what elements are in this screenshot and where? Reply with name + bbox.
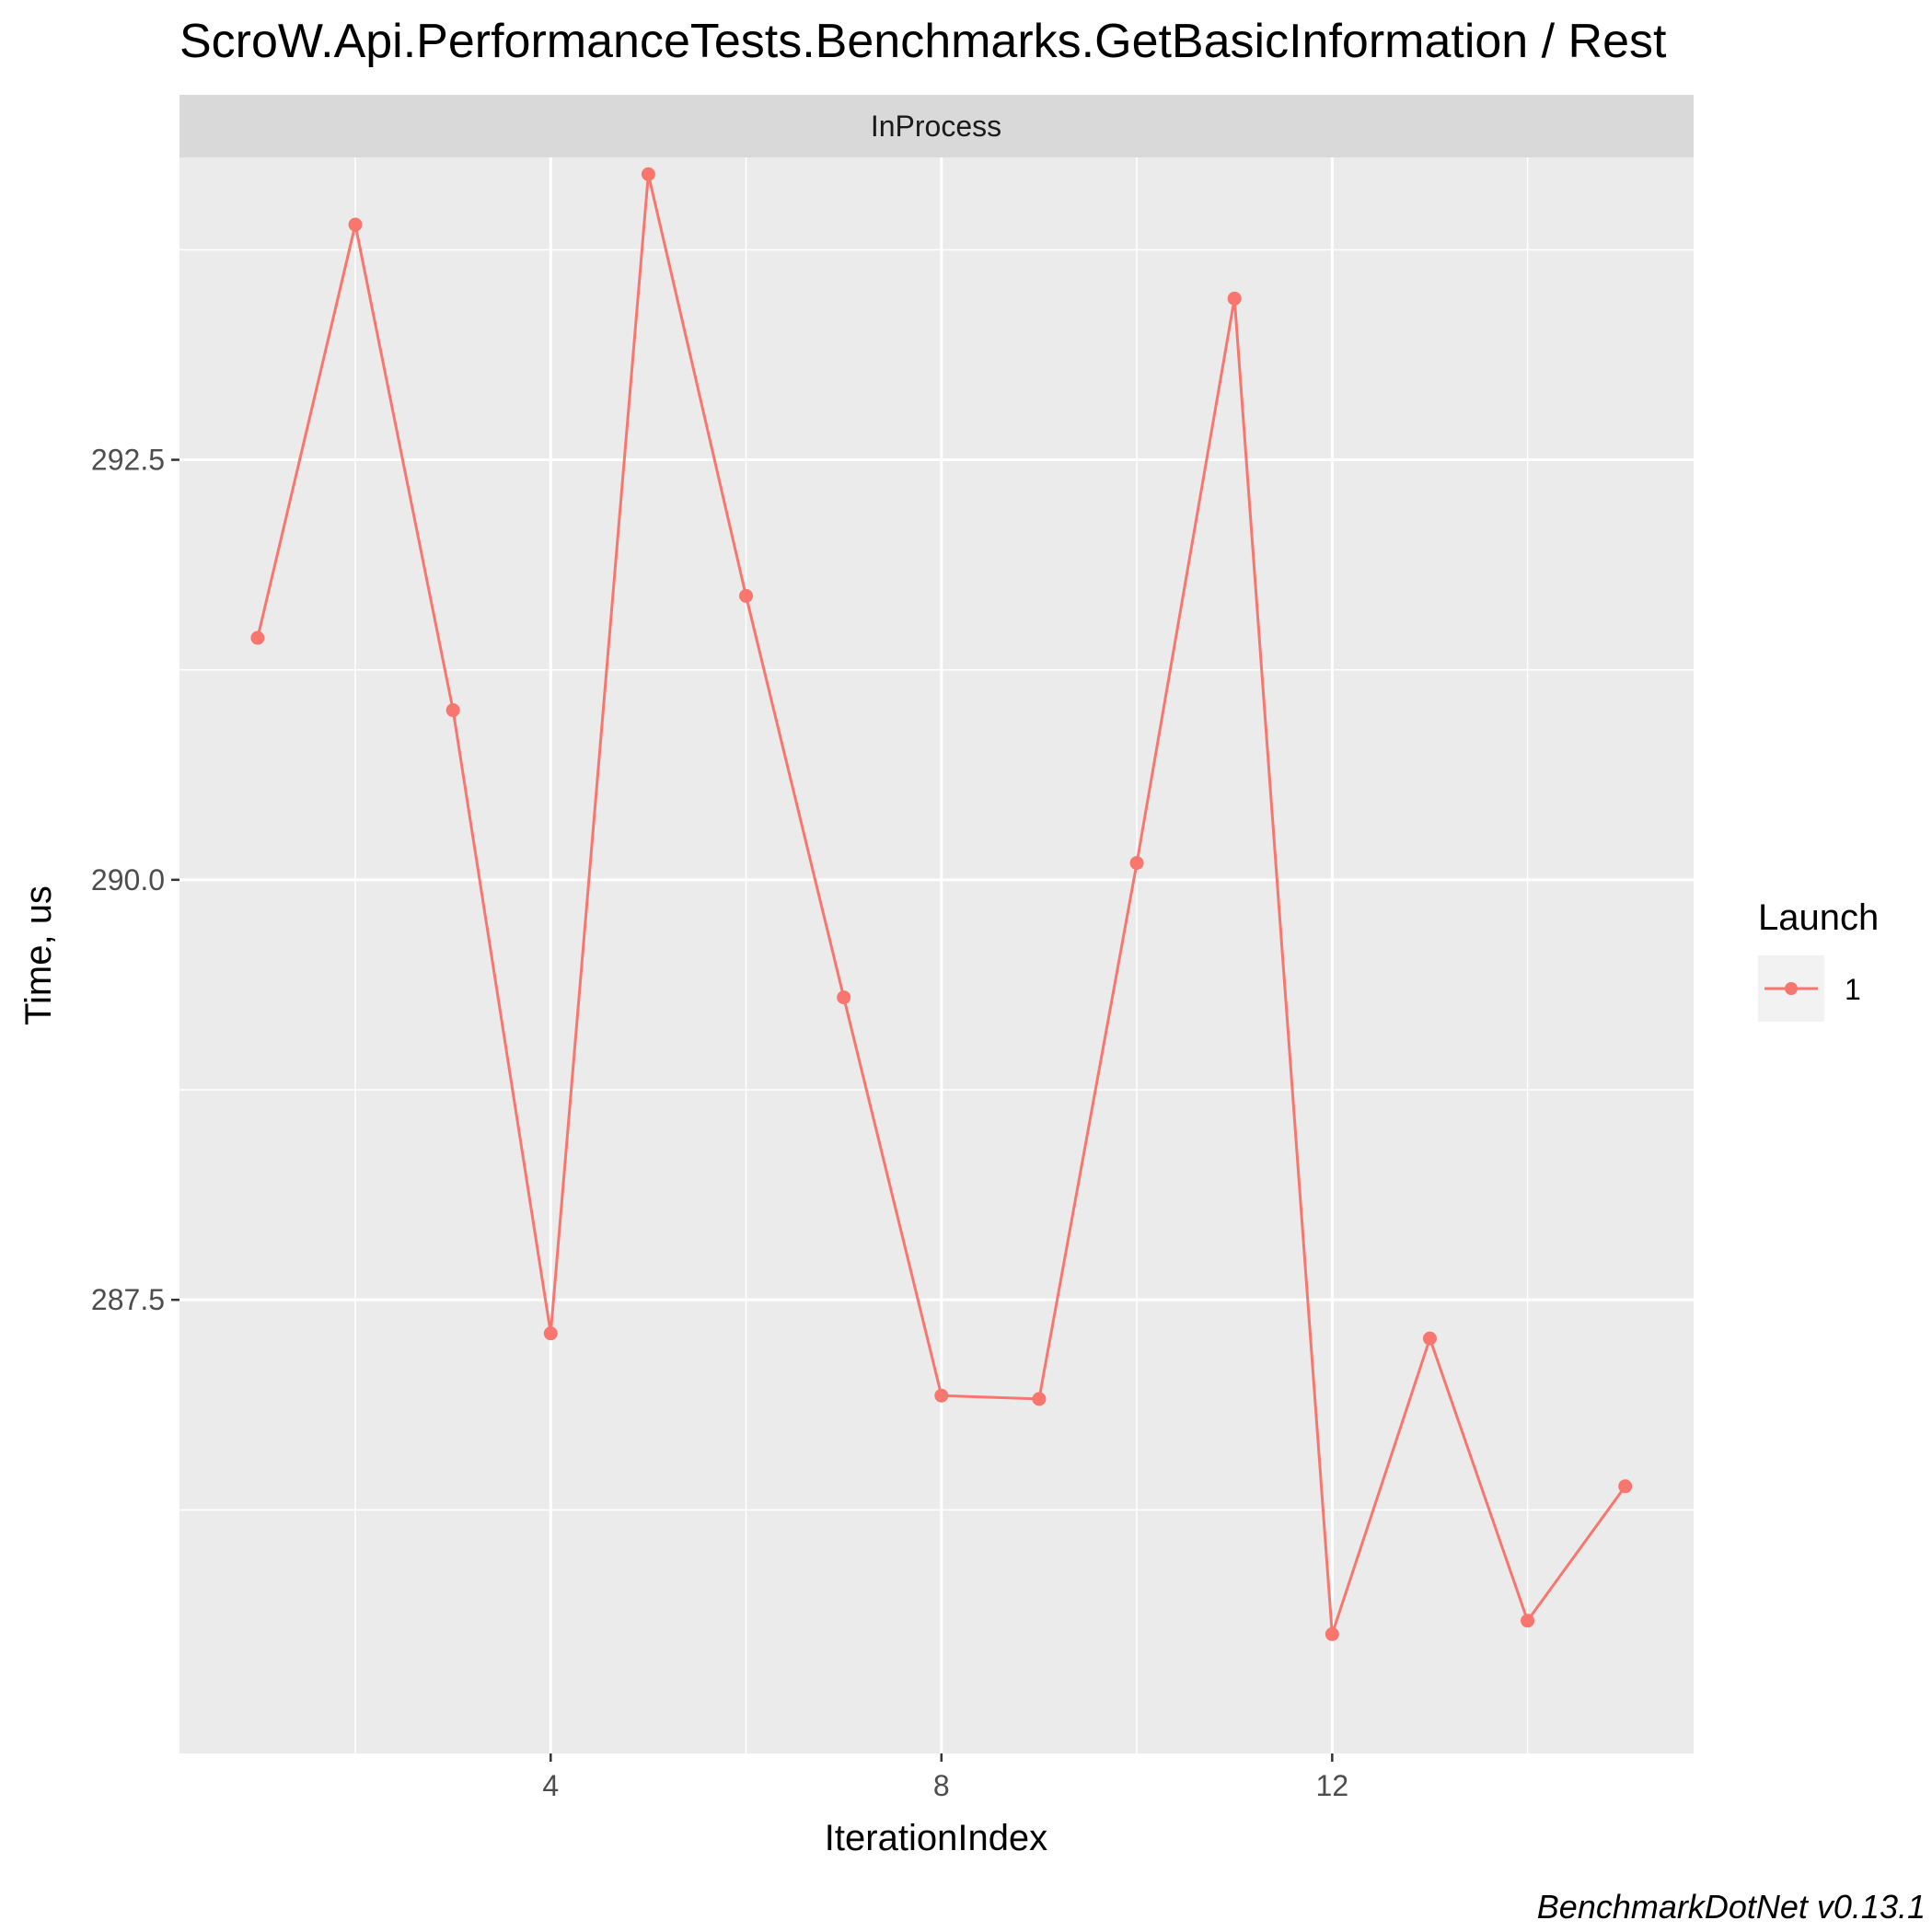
data-point bbox=[739, 588, 754, 603]
data-point bbox=[445, 703, 460, 718]
y-tick-label: 290.0 bbox=[91, 863, 165, 897]
y-tick-label: 292.5 bbox=[91, 444, 165, 477]
y-tick-label: 287.5 bbox=[91, 1283, 165, 1316]
data-point bbox=[641, 167, 655, 181]
y-axis-title: Time, us bbox=[18, 885, 59, 1025]
legend-title: Launch bbox=[1758, 897, 1879, 938]
data-point bbox=[348, 217, 363, 232]
data-point bbox=[1325, 1626, 1339, 1641]
data-point bbox=[837, 990, 851, 1005]
data-point bbox=[543, 1326, 558, 1341]
legend-label: 1 bbox=[1845, 973, 1861, 1006]
data-point bbox=[1032, 1392, 1047, 1406]
grid-major bbox=[179, 157, 1694, 1753]
x-tick-label: 12 bbox=[1316, 1769, 1349, 1802]
data-point bbox=[1129, 856, 1144, 871]
data-point bbox=[934, 1388, 949, 1403]
x-axis: 4 8 12 bbox=[542, 1753, 1348, 1802]
legend-key-point bbox=[1785, 982, 1798, 995]
data-point bbox=[1422, 1331, 1437, 1346]
facet-label: InProcess bbox=[871, 110, 1001, 143]
data-point bbox=[1618, 1479, 1633, 1494]
y-axis: 287.5 290.0 292.5 bbox=[91, 444, 179, 1316]
grid-minor bbox=[179, 157, 1694, 1753]
x-axis-title: IterationIndex bbox=[825, 1818, 1047, 1858]
plot-panel bbox=[179, 157, 1694, 1753]
x-tick-label: 8 bbox=[933, 1769, 950, 1802]
facet-strip bbox=[179, 95, 1694, 157]
data-point bbox=[1227, 291, 1242, 306]
legend: Launch 1 bbox=[1758, 897, 1879, 1022]
chart-title: ScroW.Api.PerformanceTests.Benchmarks.Ge… bbox=[179, 15, 1667, 68]
x-tick-label: 4 bbox=[542, 1769, 559, 1802]
caption: BenchmarkDotNet v0.13.1 bbox=[1537, 1888, 1926, 1926]
series-1 bbox=[250, 167, 1633, 1641]
data-point bbox=[250, 631, 265, 645]
data-point bbox=[1521, 1614, 1535, 1628]
